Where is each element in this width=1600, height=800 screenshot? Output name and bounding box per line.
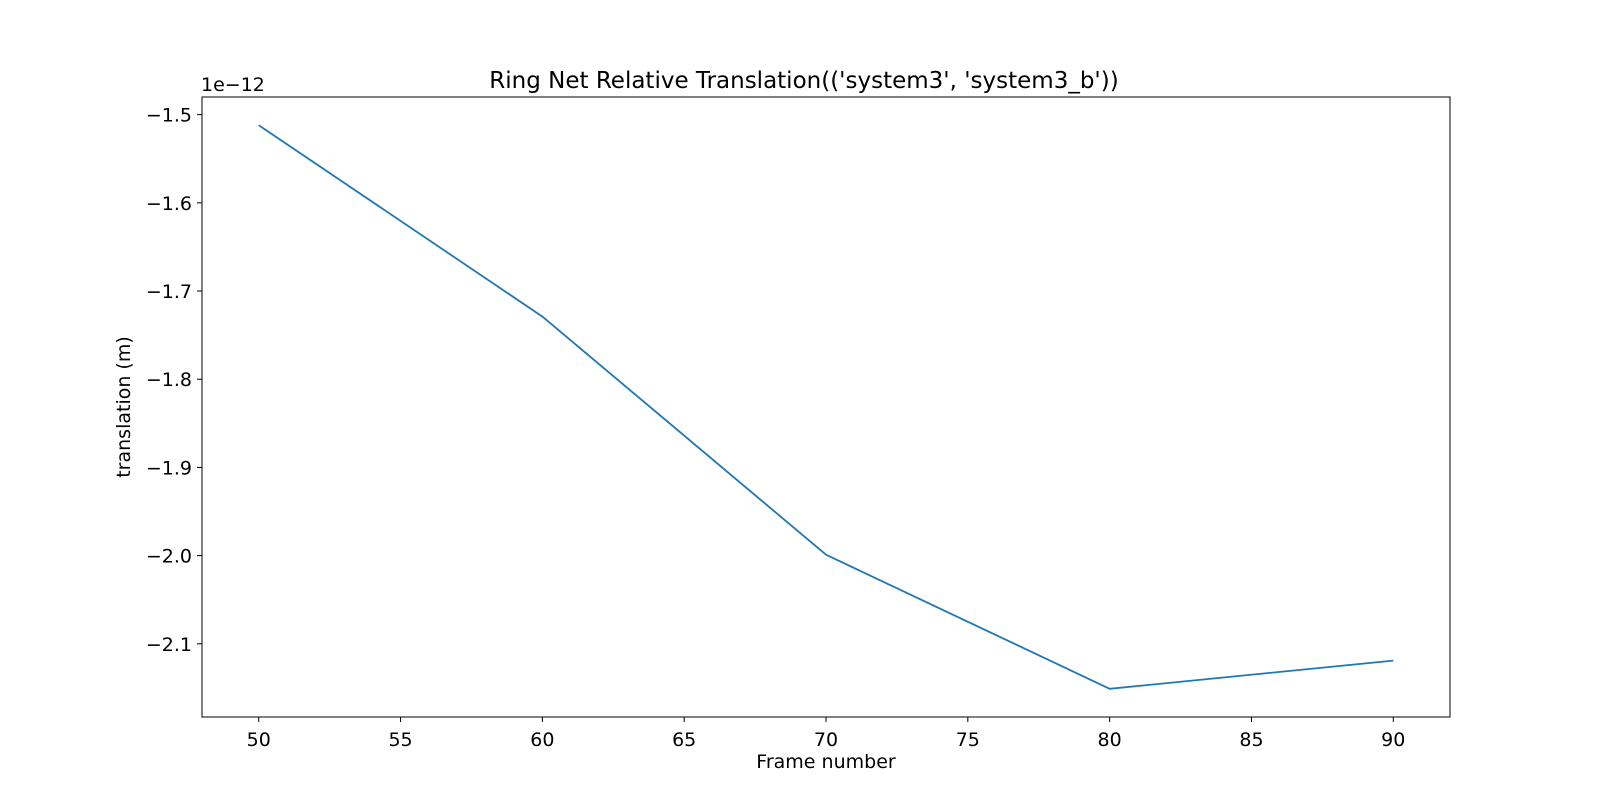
y-axis-title: translation (m) (113, 336, 135, 478)
axis-ticks: 50 55 60 65 70 75 80 85 90 −1.5 −1.6 −1.7 −1.8 −1.9 −2… (146, 105, 1406, 751)
y-tick-label: −1.8 (146, 369, 192, 391)
x-tick-label: 85 (1239, 729, 1263, 751)
x-tick-label: 55 (388, 729, 412, 751)
x-tick-label: 75 (956, 729, 980, 751)
x-tick-label: 80 (1098, 729, 1122, 751)
x-tick-label: 50 (247, 729, 271, 751)
x-tick-label: 90 (1381, 729, 1405, 751)
x-tick-label: 60 (530, 729, 554, 751)
y-tick-label: −1.9 (146, 457, 192, 479)
x-tick-label: 70 (814, 729, 838, 751)
y-tick-label: −1.5 (146, 105, 192, 127)
x-tick-label: 65 (672, 729, 696, 751)
plot-area (258, 124, 1394, 690)
chart-title: Ring Net Relative Translation(('system3'… (489, 68, 1118, 94)
x-axis-title: Frame number (756, 751, 896, 773)
y-tick-label: −1.6 (146, 193, 192, 215)
y-offset-label: 1e−12 (201, 74, 265, 96)
y-tick-label: −2.1 (146, 634, 192, 656)
y-tick-label: −1.7 (146, 281, 192, 303)
y-tick-label: −2.0 (146, 546, 192, 568)
axes-frame (201, 96, 1451, 718)
